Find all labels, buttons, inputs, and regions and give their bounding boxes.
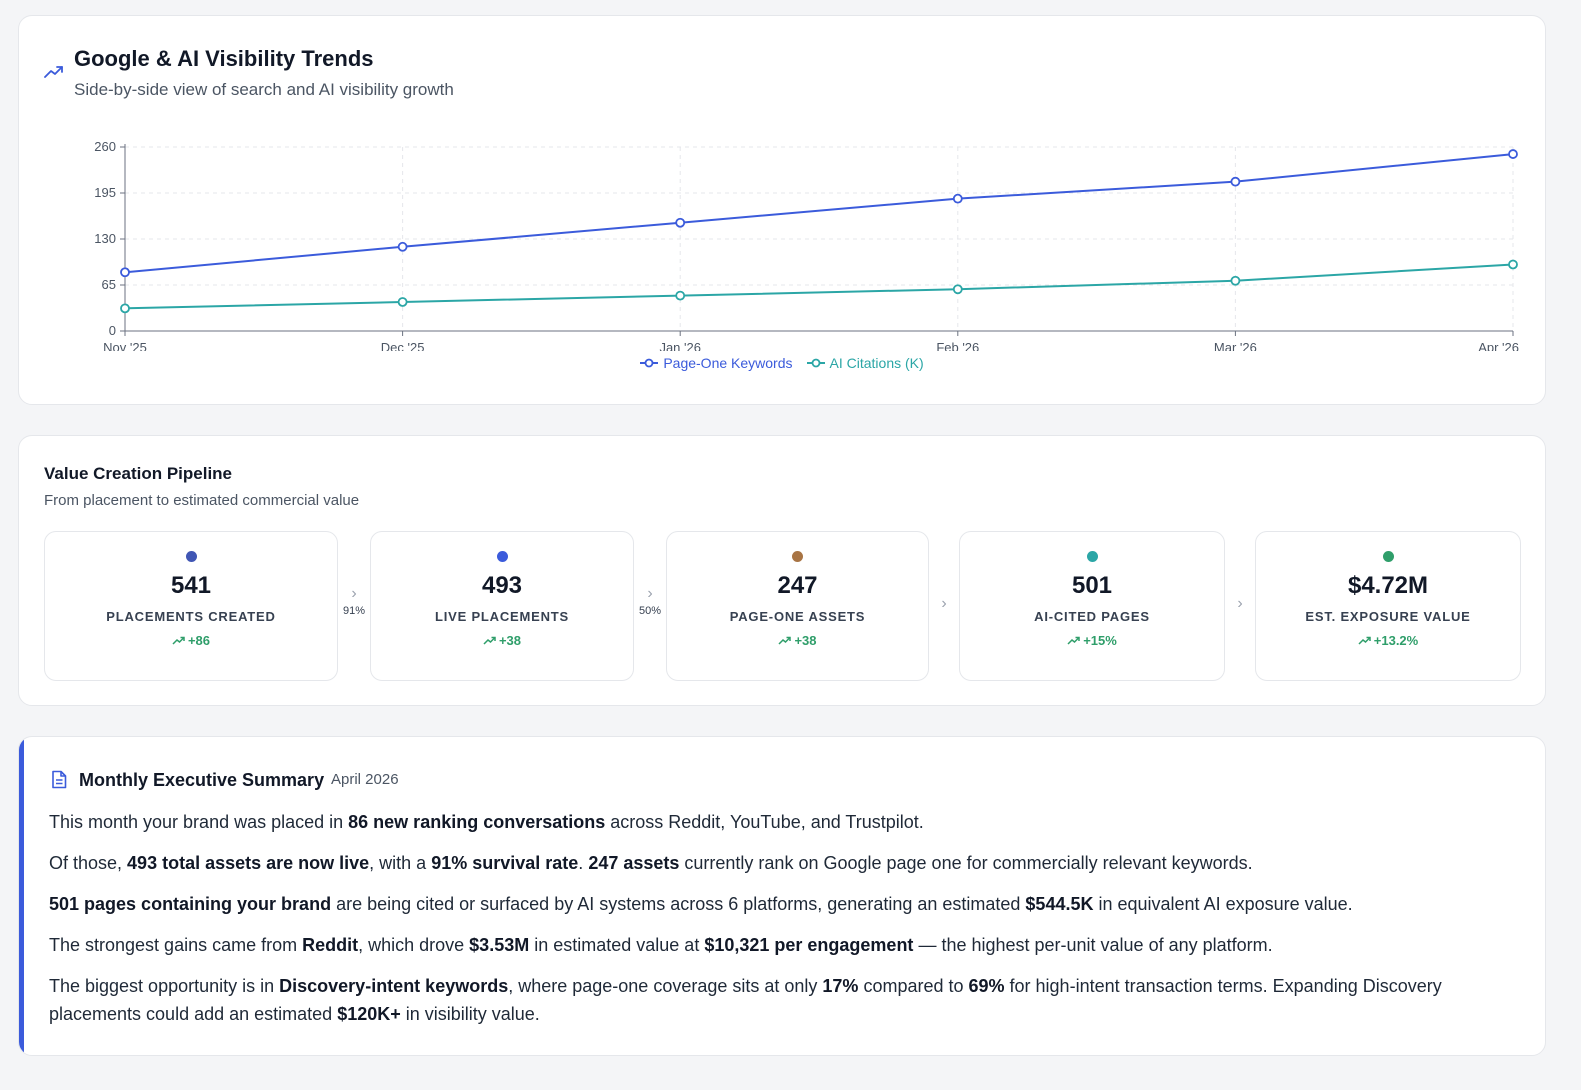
- stage-connector: › 91%: [339, 585, 369, 618]
- stage-change-value: +38: [794, 633, 817, 648]
- stage-value: 493: [481, 572, 523, 599]
- legend-item-page-one-keywords[interactable]: Page-One Keywords: [640, 355, 793, 371]
- data-point-series-1: [1230, 275, 1241, 286]
- chart-subtitle: Side-by-side view of search and AI visib…: [74, 80, 454, 99]
- data-point-series-0: [120, 267, 130, 278]
- data-point-series-0: [675, 217, 686, 228]
- stage-value: $4.72M: [1347, 572, 1429, 599]
- stage-label: LIVE PLACEMENTS: [434, 609, 570, 624]
- chevron-right-icon: ›: [351, 585, 357, 602]
- data-point-series-1: [952, 284, 963, 295]
- summary-accent-bar: [19, 737, 24, 1055]
- data-point-series-0: [397, 241, 408, 252]
- stage-change: +15%: [960, 633, 1224, 648]
- y-tick-label: 130: [94, 231, 116, 246]
- trending-up-icon: [483, 636, 496, 645]
- stage-change: +38: [667, 633, 928, 648]
- stage-placements-created[interactable]: 541 PLACEMENTS CREATED +86: [44, 531, 338, 681]
- x-tick-label: Jan '26: [659, 340, 701, 351]
- summary-paragraph: 501 pages containing your brand are bein…: [49, 894, 1353, 914]
- summary-paragraph: The biggest opportunity is in Discovery-…: [49, 976, 1442, 1024]
- stage-label: PAGE-ONE ASSETS: [729, 609, 866, 624]
- visibility-trends-card: Google & AI Visibility Trends Side-by-si…: [18, 15, 1546, 405]
- data-point-series-0: [1230, 176, 1241, 187]
- stage-dot: [496, 551, 508, 562]
- y-tick-label: 260: [94, 139, 116, 154]
- stage-change-value: +86: [187, 633, 211, 648]
- conversion-rate: 50%: [638, 605, 662, 617]
- stage-dot: [1382, 551, 1394, 562]
- legend-marker-ai-citations: [806, 358, 825, 368]
- y-tick-label: 65: [102, 277, 116, 292]
- stage-change-value: +15%: [1083, 633, 1117, 648]
- legend-marker-page-one-keywords: [640, 358, 659, 368]
- stage-change: +86: [45, 633, 337, 648]
- stage-connector: › 50%: [635, 585, 665, 618]
- stage-change: +13.2%: [1256, 633, 1520, 648]
- series-line-1: [124, 263, 1514, 310]
- trending-up-icon: [44, 66, 63, 78]
- value-pipeline-card: Value Creation Pipeline From placement t…: [18, 435, 1546, 706]
- stage-page-one-assets[interactable]: 247 PAGE-ONE ASSETS +38: [666, 531, 929, 681]
- data-point-series-0: [952, 193, 963, 204]
- stage-dot: [185, 551, 197, 562]
- trending-up-icon: [1067, 636, 1080, 645]
- summary-paragraph: The strongest gains came from Reddit, wh…: [49, 935, 1273, 955]
- stage-value: 247: [777, 572, 818, 599]
- x-tick-label: Dec '25: [381, 340, 425, 351]
- chevron-right-icon: ›: [647, 585, 653, 602]
- trending-up-icon: [172, 636, 185, 645]
- stage-change-value: +38: [498, 633, 522, 648]
- conversion-rate: 91%: [342, 605, 366, 617]
- chart-title: Google & AI Visibility Trends: [74, 46, 374, 71]
- data-point-series-0: [1508, 149, 1518, 159]
- data-point-series-1: [675, 290, 686, 301]
- stage-change: +38: [371, 633, 633, 648]
- x-tick-label: Mar '26: [1214, 340, 1257, 351]
- stage-dot: [792, 551, 803, 562]
- legend-label: Page-One Keywords: [663, 355, 793, 371]
- stage-est-exposure-value[interactable]: $4.72M EST. EXPOSURE VALUE +13.2%: [1255, 531, 1521, 681]
- stage-label: AI-CITED PAGES: [1034, 609, 1150, 624]
- stage-live-placements[interactable]: 493 LIVE PLACEMENTS +38: [370, 531, 634, 681]
- summary-title: Monthly Executive Summary: [79, 770, 325, 790]
- summary-paragraph: This month your brand was placed in 86 n…: [49, 812, 924, 832]
- pipeline-title: Value Creation Pipeline: [44, 464, 233, 483]
- stage-change-value: +13.2%: [1373, 633, 1419, 648]
- x-tick-label: Feb '26: [936, 340, 979, 351]
- y-tick-label: 0: [109, 323, 116, 338]
- summary-date: April 2026: [331, 771, 399, 788]
- visibility-line-chart: 0 65 130 195 260 Nov '25 Dec '25 Jan '26 Feb '26…: [94, 139, 1519, 351]
- stage-ai-cited-pages[interactable]: 501 AI-CITED PAGES +15%: [959, 531, 1225, 681]
- x-tick-label: Apr '26: [1478, 340, 1519, 351]
- summary-paragraph: Of those, 493 total assets are now live,…: [49, 853, 1253, 873]
- data-point-series-1: [120, 303, 130, 314]
- stage-dot: [1086, 551, 1098, 562]
- trending-up-icon: [778, 636, 792, 645]
- legend-label: AI Citations (K): [829, 355, 924, 371]
- stage-label: EST. EXPOSURE VALUE: [1305, 609, 1471, 624]
- pipeline-subtitle: From placement to estimated commercial v…: [44, 492, 360, 509]
- stage-value: 541: [170, 572, 212, 599]
- legend-item-ai-citations[interactable]: AI Citations (K): [806, 355, 924, 371]
- y-tick-label: 195: [94, 185, 116, 200]
- data-point-series-1: [397, 297, 408, 307]
- data-point-series-1: [1508, 259, 1518, 270]
- x-tick-label: Nov '25: [103, 340, 147, 351]
- chevron-right-icon: ›: [941, 595, 947, 612]
- stage-connector: ›: [1225, 596, 1255, 612]
- stage-value: 501: [1071, 572, 1113, 599]
- executive-summary-card: Monthly Executive Summary April 2026 Thi…: [18, 736, 1546, 1056]
- document-icon: [52, 770, 67, 789]
- stage-label: PLACEMENTS CREATED: [106, 609, 276, 624]
- stage-connector: ›: [929, 596, 959, 612]
- series-line-0: [124, 153, 1514, 274]
- summary-body: This month your brand was placed in 86 n…: [49, 808, 1519, 1041]
- chevron-right-icon: ›: [1237, 595, 1243, 612]
- trending-up-icon: [1358, 636, 1371, 645]
- chart-legend: Page-One Keywords AI Citations (K): [19, 355, 1545, 371]
